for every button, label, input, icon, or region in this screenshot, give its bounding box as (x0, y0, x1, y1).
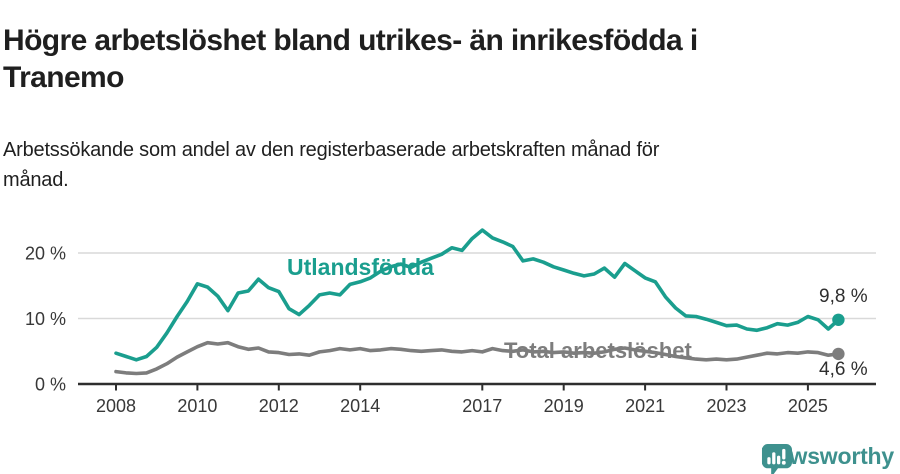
series-end-dot-utlandsfodda (832, 313, 845, 326)
exclamation-bar (781, 448, 785, 460)
series-label-utlandsfodda: Utlandsfödda (287, 254, 434, 280)
bar-1 (766, 457, 771, 465)
chart-title-line-1: Högre arbetslöshet bland utrikes- än inr… (3, 24, 698, 58)
x-tick-label: 2017 (462, 396, 502, 416)
chart-subtitle-line-1: Arbetssökande som andel av den registerb… (3, 139, 660, 161)
x-tick-label: 2025 (788, 396, 828, 416)
series-label-total: Total arbetslöshet (504, 338, 692, 363)
bar-2 (771, 452, 775, 465)
series-line-total (114, 340, 841, 376)
x-tick-label: 2008 (96, 396, 136, 416)
y-tick-label: 0 % (35, 375, 66, 395)
series-line-utlandsfodda (114, 228, 841, 362)
x-tick-label: 2010 (177, 396, 217, 416)
newsworthy-logo: Newsworthy (761, 443, 894, 474)
x-tick-label: 2012 (259, 396, 299, 416)
chart-title-line-2: Tranemo (3, 61, 124, 95)
series-end-dot-total (832, 347, 845, 361)
bar-3 (776, 455, 780, 465)
chart-subtitle-line-2: månad. (3, 169, 69, 191)
end-value-total: 4,6 % (819, 359, 868, 380)
chart-subtitle: Arbetssökande som andel av den registerb… (3, 135, 843, 195)
end-value-utlandsfodda: 9,8 % (819, 286, 868, 307)
x-tick-label: 2023 (706, 396, 746, 416)
speech-bubble-bar-chart-icon (761, 444, 792, 474)
y-tick-label: 10 % (25, 309, 66, 329)
exclamation-dot (781, 460, 786, 465)
x-tick-label: 2019 (544, 396, 584, 416)
y-tick-label: 20 % (25, 244, 66, 264)
x-tick-label: 2014 (340, 396, 380, 416)
x-tick-label: 2021 (625, 396, 665, 416)
chart-title: Högre arbetslöshet bland utrikes- än inr… (3, 22, 863, 96)
